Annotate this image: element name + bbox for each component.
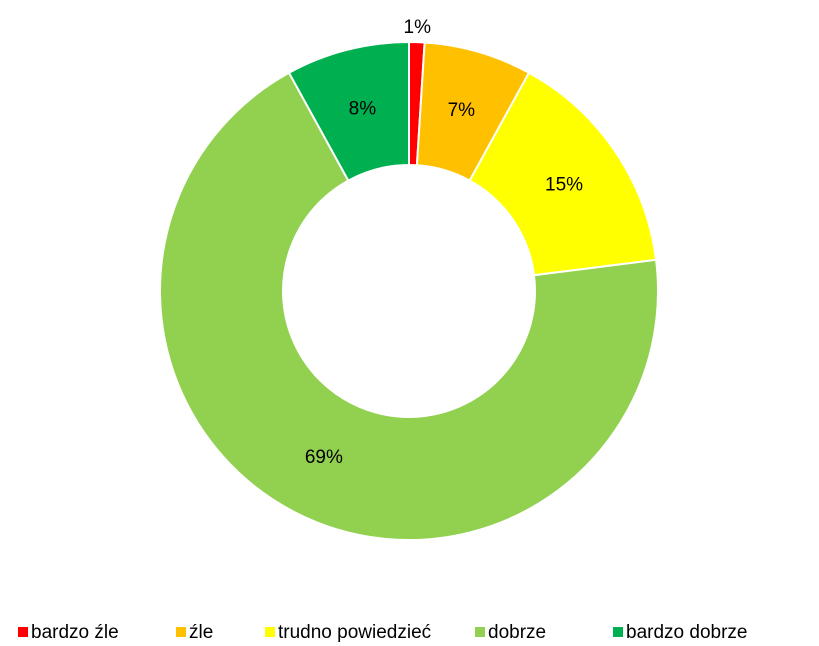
legend-swatch [176,627,186,637]
legend-label: źle [189,622,213,643]
legend-label: bardzo źle [31,622,119,643]
legend-swatch [18,627,28,637]
slice [468,71,658,277]
legend-label: trudno powiedzieć [278,622,431,643]
legend-swatch [475,627,485,637]
data-label: 8% [349,98,377,119]
data-label: 7% [448,100,476,121]
data-label: 15% [545,175,583,196]
legend-swatch [613,627,623,637]
legend-label: dobrze [488,622,546,643]
legend-label: bardzo dobrze [626,622,747,643]
legend-swatch [265,627,275,637]
data-label: 1% [404,17,432,38]
slice [287,40,410,182]
slice [159,71,659,541]
data-label: 69% [305,447,343,468]
